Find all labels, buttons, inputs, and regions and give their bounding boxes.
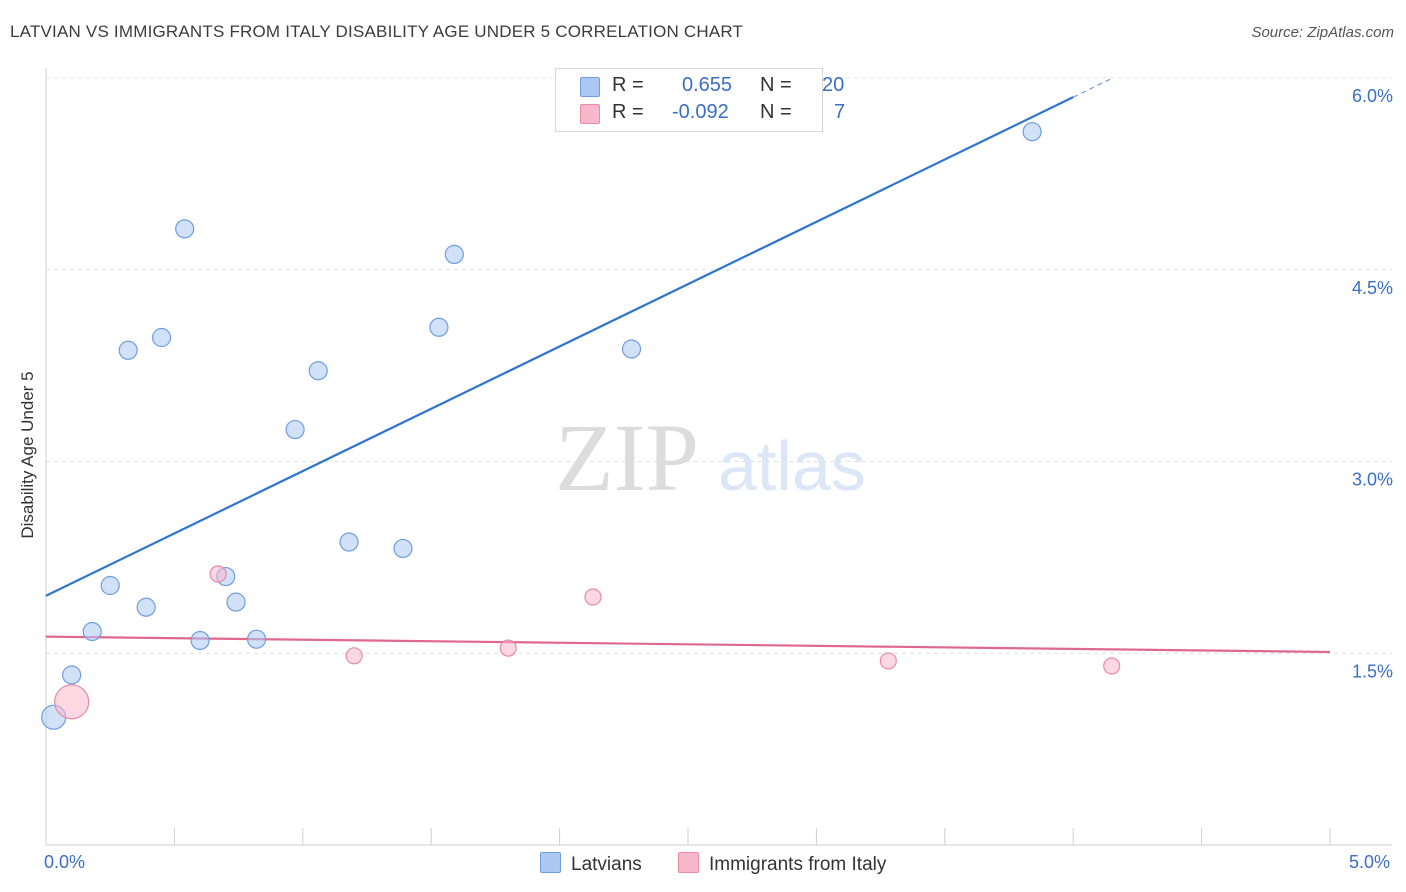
trendlines (45, 77, 1331, 654)
latvians-point (226, 592, 246, 612)
italy-point (345, 647, 363, 665)
latvians-point (621, 339, 642, 359)
watermark-zip: ZIP (555, 404, 699, 511)
legend-swatch-italy (678, 852, 699, 873)
r-value: -0.092 (672, 101, 729, 123)
italy-point (879, 652, 897, 670)
legend-label-italy: Immigrants from Italy (709, 854, 887, 875)
latvians-point (285, 419, 305, 440)
n-label: N = (760, 101, 792, 123)
watermark-atlas: atlas (718, 427, 866, 505)
legend-item-latvians: Latvians (540, 852, 642, 876)
latvians-point (151, 327, 172, 348)
n-label: N = (760, 74, 792, 96)
source-label: Source: ZipAtlas.com (1251, 24, 1394, 41)
legend-swatch-latvians (580, 77, 600, 97)
y-tick-label: 4.5% (1352, 278, 1393, 298)
y-tick-labels: 6.0% 4.5% 3.0% 1.5% (1352, 86, 1393, 681)
grid-lines (46, 77, 1392, 654)
latvians-trendline-extension (1072, 77, 1112, 98)
x-tick-max: 5.0% (1349, 852, 1391, 872)
y-tick-label: 3.0% (1352, 470, 1393, 490)
data-points (41, 122, 1121, 730)
latvians-point (136, 597, 156, 617)
latvians-point (62, 665, 82, 685)
y-tick-label: 6.0% (1352, 86, 1393, 106)
latvians-point (82, 621, 102, 642)
correlation-legend: R = 0.655 N = 20 R = -0.092 N = 7 (555, 68, 845, 132)
chart-title: LATVIAN VS IMMIGRANTS FROM ITALY DISABIL… (10, 22, 744, 41)
latvians-point (175, 219, 195, 239)
n-value: 20 (822, 74, 845, 96)
watermark: ZIP atlas (555, 404, 866, 511)
latvians-point (190, 630, 210, 651)
italy-point (584, 588, 602, 606)
italy-point (54, 684, 90, 720)
italy-point (209, 565, 227, 583)
legend-label-latvians: Latvians (571, 854, 642, 875)
latvians-point (308, 361, 328, 381)
latvians-point (246, 629, 267, 649)
x-tick-min: 0.0% (44, 852, 86, 872)
r-value: 0.655 (682, 74, 733, 96)
r-label: R = (612, 101, 644, 123)
y-axis-label: Disability Age Under 5 (18, 371, 37, 539)
legend-swatch-italy (580, 104, 600, 124)
italy-trendline (45, 635, 1331, 654)
r-label: R = (612, 74, 644, 96)
n-value: 7 (834, 101, 846, 123)
legend-swatch-latvians (540, 852, 561, 873)
latvians-point (118, 340, 138, 360)
latvians-point (100, 575, 120, 596)
italy-point (1103, 657, 1121, 675)
latvians-trendline (45, 96, 1074, 597)
y-tick-label: 1.5% (1352, 661, 1393, 681)
legend-item-italy: Immigrants from Italy (678, 852, 886, 876)
latvians-point (339, 532, 359, 552)
latvians-point (393, 538, 413, 559)
latvians-point (1022, 122, 1042, 142)
italy-point (499, 639, 517, 657)
latvians-point (429, 317, 449, 337)
latvians-point (444, 244, 464, 265)
